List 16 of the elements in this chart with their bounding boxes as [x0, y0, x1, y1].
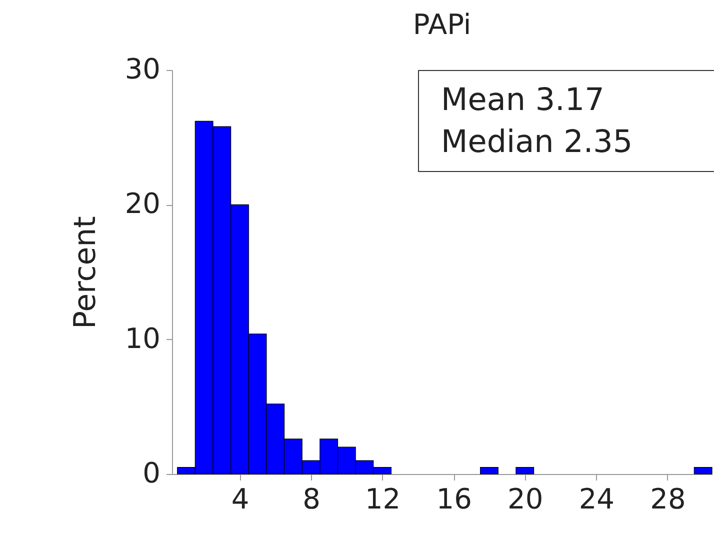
y-tick-label: 10: [124, 322, 160, 355]
note-box: Mean 3.17 Median 2.35: [418, 70, 714, 172]
x-tick-label: 12: [364, 482, 401, 516]
y-tick-label: 30: [124, 52, 160, 86]
x-tick-label: 16: [436, 482, 472, 516]
y-tick-label: 20: [124, 187, 160, 220]
x-tick-label: 24: [578, 482, 614, 516]
annotation: Median 2.35: [441, 123, 634, 162]
x-tick-label: 4: [231, 482, 250, 516]
chart-title: PAPi: [412, 8, 472, 41]
x-tick-label: 8: [302, 482, 320, 516]
annotation: Mean 3.17: [441, 81, 606, 120]
y-axis-title: Percent: [68, 216, 103, 329]
x-tick-label: 20: [508, 482, 544, 516]
x-tick-label: 28: [650, 482, 686, 516]
y-tick-label: 0: [142, 456, 160, 490]
